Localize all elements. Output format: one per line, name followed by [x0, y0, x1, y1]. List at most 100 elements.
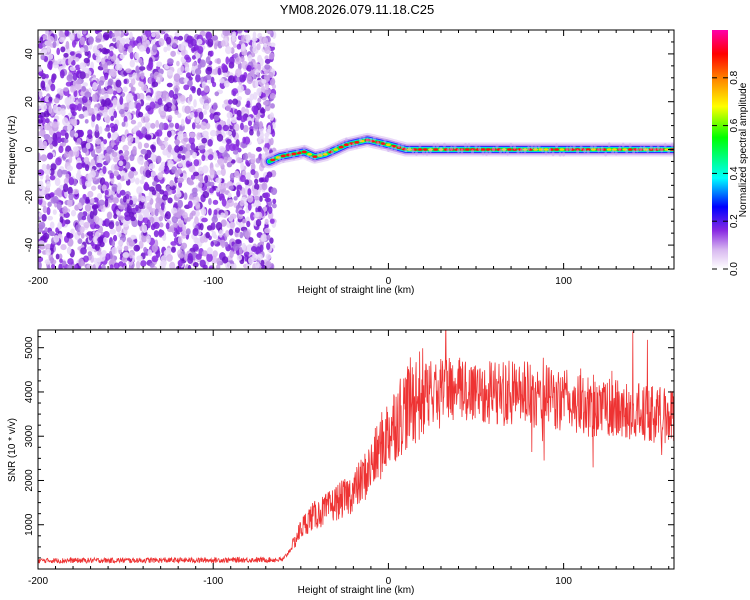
noise-cell	[193, 111, 198, 118]
noise-cell	[247, 194, 254, 204]
noise-cell	[271, 122, 276, 130]
noise-cell	[103, 218, 111, 227]
noise-cell	[269, 237, 274, 244]
ridge-fuzz	[351, 142, 355, 148]
ridge-fuzz	[618, 146, 622, 152]
noise-cell	[247, 202, 252, 211]
noise-cell	[100, 88, 106, 95]
ridge-fuzz	[320, 151, 324, 157]
noise-cell	[123, 172, 130, 182]
noise-cell	[218, 229, 223, 238]
noise-cell	[227, 199, 234, 207]
ridge-fuzz	[534, 144, 538, 150]
y-tick-label: -40	[24, 237, 35, 252]
noise-cell	[208, 208, 212, 216]
noise-cell	[107, 88, 114, 95]
snr-plot-area	[38, 330, 674, 569]
noise-cell	[50, 75, 56, 84]
noise-cell	[236, 254, 243, 261]
y-tick-label: 0	[24, 146, 35, 152]
noise-cell	[264, 174, 269, 183]
ridge-core	[301, 150, 307, 154]
noise-cell	[52, 209, 57, 215]
ridge-fuzz	[288, 152, 292, 158]
noise-cell	[74, 64, 81, 71]
colorbar-label: Normalized spectral amplitude	[738, 82, 749, 217]
noise-cell	[177, 99, 181, 104]
noise-cell	[241, 42, 246, 52]
noise-cell	[85, 142, 91, 150]
noise-cell	[77, 103, 82, 112]
noise-cell	[209, 113, 214, 120]
noise-cell	[184, 105, 191, 115]
noise-cell	[155, 155, 162, 164]
ridge-fuzz	[663, 142, 667, 148]
noise-cell	[234, 239, 242, 245]
colorbar-gradient	[712, 30, 728, 269]
noise-cell	[124, 214, 131, 221]
noise-cell	[174, 87, 179, 96]
noise-cell	[249, 129, 254, 136]
noise-cell	[144, 195, 151, 201]
noise-cell	[205, 31, 213, 40]
noise-cell	[42, 140, 48, 149]
noise-cell	[157, 68, 164, 75]
noise-cell	[89, 210, 94, 220]
noise-cell	[60, 244, 67, 251]
noise-cell	[38, 131, 41, 137]
noise-cell	[96, 162, 103, 168]
ridge-fuzz	[467, 143, 471, 149]
ridge-core	[270, 158, 276, 162]
ridge-fuzz	[337, 140, 341, 146]
noise-cell	[46, 44, 51, 53]
noise-cell	[49, 192, 55, 198]
noise-cell	[158, 139, 162, 147]
noise-cell	[76, 162, 83, 170]
noise-cell	[82, 30, 87, 35]
noise-cell	[221, 198, 227, 207]
noise-cell	[50, 163, 57, 171]
noise-cell	[177, 253, 185, 259]
ridge-fuzz	[313, 157, 317, 163]
noise-cell	[234, 52, 239, 59]
noise-cell	[82, 67, 90, 73]
noise-cell	[65, 81, 72, 87]
noise-cell	[250, 246, 257, 252]
noise-cell	[83, 110, 89, 118]
noise-cell	[209, 187, 214, 194]
noise-cell	[69, 33, 75, 40]
ridge-fuzz	[506, 150, 510, 156]
noise-cell	[178, 219, 184, 228]
noise-cell	[44, 227, 49, 233]
noise-cell	[66, 165, 73, 172]
noise-cell	[97, 236, 104, 243]
y-tick-label: 20	[24, 96, 35, 108]
ridge-fuzz	[397, 143, 401, 149]
ridge-fuzz	[400, 143, 404, 149]
noise-cell	[163, 46, 168, 53]
ridge-core	[480, 148, 486, 151]
noise-cell	[57, 168, 63, 178]
noise-cell	[91, 114, 96, 122]
ridge-core	[543, 148, 549, 151]
noise-cell	[92, 81, 98, 91]
noise-cell	[99, 105, 105, 111]
noise-cell	[63, 177, 69, 185]
noise-cell	[121, 121, 126, 127]
noise-cell	[183, 137, 190, 142]
ridge-fuzz	[586, 149, 590, 155]
noise-cell	[226, 111, 233, 119]
ridge-fuzz	[523, 148, 527, 154]
ridge-fuzz	[502, 147, 506, 153]
noise-cell	[150, 144, 156, 150]
noise-cell	[38, 153, 41, 162]
noise-cell	[227, 156, 233, 162]
ridge-fuzz	[267, 154, 271, 160]
noise-cell	[209, 129, 217, 137]
ridge-fuzz	[355, 143, 359, 149]
noise-cell	[236, 157, 242, 164]
ridge-fuzz	[495, 143, 499, 149]
noise-cell	[194, 238, 199, 244]
noise-cell	[214, 91, 220, 97]
noise-cell	[124, 30, 129, 35]
